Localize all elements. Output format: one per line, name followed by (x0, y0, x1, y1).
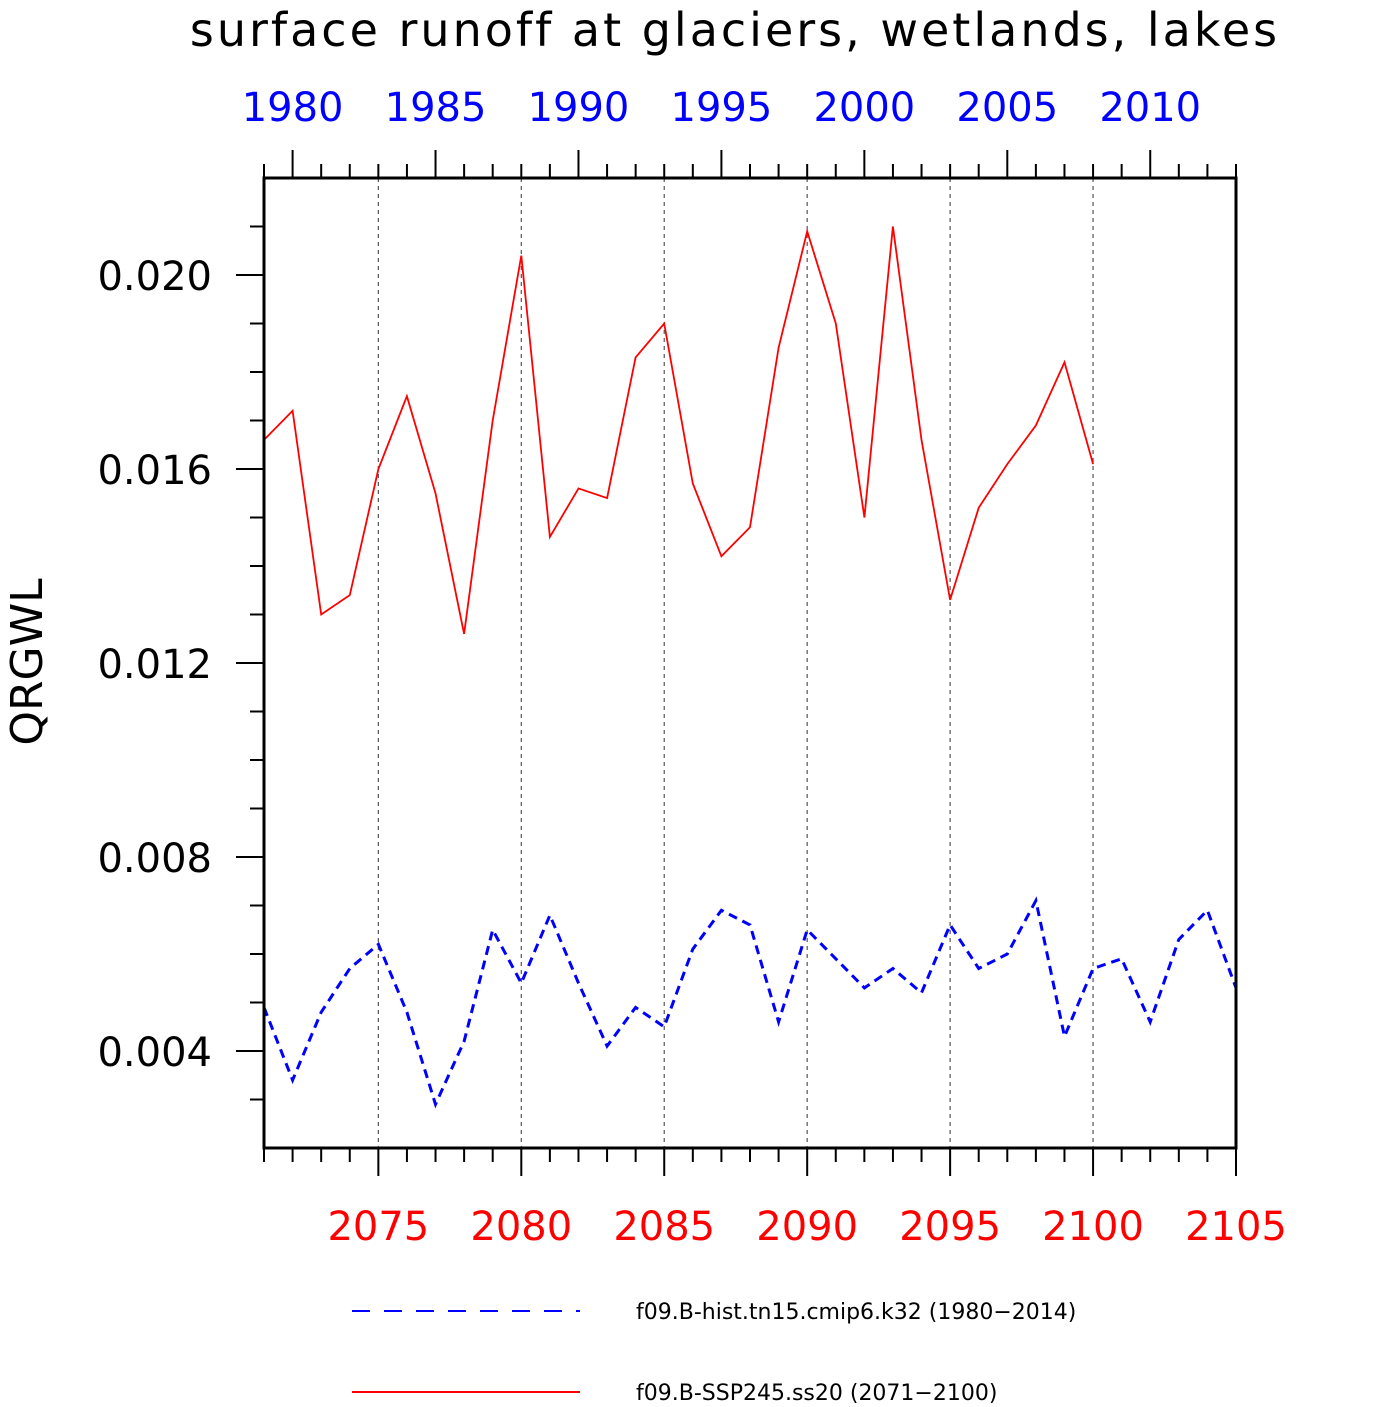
y-tick-label: 0.008 (97, 836, 212, 882)
series-line-0 (262, 896, 1238, 1109)
plot-frame (262, 176, 1238, 1150)
x-bottom-tick-label: 2100 (1042, 1204, 1144, 1250)
vertical-gridlines (377, 178, 1094, 1148)
y-axis-label: QRGWL (2, 578, 53, 746)
series-line-1 (263, 226, 1094, 635)
x-top-tick-label: 2010 (1099, 85, 1201, 131)
axes (236, 150, 1238, 1176)
x-top-tick-label: 1980 (242, 85, 344, 131)
tick-labels: 0.004 0.008 0.012 0.016 0.020 2075 2080 2085 209… (97, 85, 1286, 1250)
x-bottom-tick-label: 2075 (327, 1204, 429, 1250)
x-bottom-tick-label: 2080 (470, 1204, 572, 1250)
legend-label-hist: f09.B-hist.tn15.cmip6.k32 (1980−2014) (636, 1300, 1076, 1325)
x-bottom-tick-label: 2095 (899, 1204, 1001, 1250)
chart-title: surface runoff at glaciers, wetlands, la… (190, 3, 1280, 57)
x-top-tick-label: 1985 (385, 85, 487, 131)
series-layer (262, 226, 1238, 1109)
x-bottom-tick-label: 2105 (1185, 1204, 1287, 1250)
y-tick-label: 0.016 (97, 448, 212, 494)
legend-label-ssp: f09.B-SSP245.ss20 (2071−2100) (636, 1381, 997, 1406)
legend: f09.B-hist.tn15.cmip6.k32 (1980−2014) f0… (352, 1300, 1076, 1406)
x-bottom-tick-label: 2090 (756, 1204, 858, 1250)
y-tick-label: 0.004 (97, 1030, 212, 1076)
x-bottom-tick-label: 2085 (613, 1204, 715, 1250)
x-top-tick-label: 2000 (813, 85, 915, 131)
x-top-tick-label: 1990 (528, 85, 630, 131)
y-tick-label: 0.020 (97, 254, 212, 300)
x-top-tick-label: 2005 (956, 85, 1058, 131)
x-top-tick-label: 1995 (671, 85, 773, 131)
y-tick-label: 0.012 (97, 642, 212, 688)
